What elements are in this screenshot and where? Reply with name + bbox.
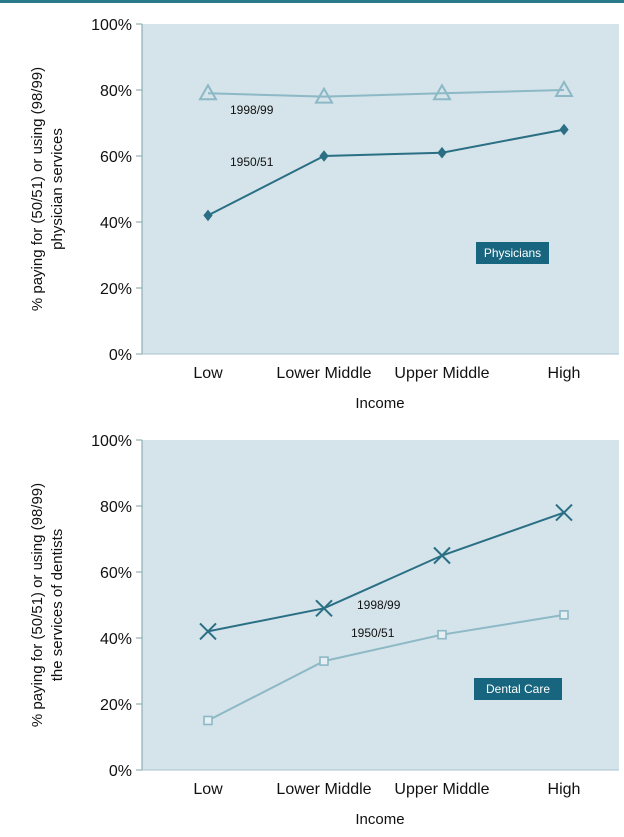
data-point-diamond (203, 209, 213, 222)
series-label: 1950/51 (230, 155, 274, 169)
y-tick-label: 40% (100, 215, 132, 232)
series-1950-51 (203, 610, 569, 726)
x-tick-label: Upper Middle (394, 781, 489, 798)
series-label: 1998/99 (230, 103, 274, 117)
data-point-diamond (437, 146, 447, 159)
data-point-x (199, 622, 217, 641)
y-tick-label: 60% (100, 565, 132, 582)
plot-area (142, 24, 619, 354)
chart-badge (474, 678, 562, 700)
series-1950-51 (203, 123, 569, 222)
x-tick-label: High (548, 365, 581, 382)
data-point-x-stroke-b (315, 599, 333, 618)
y-tick-label: 80% (100, 499, 132, 516)
data-point-square (203, 715, 213, 726)
series-line (207, 89, 565, 98)
x-tick-label: Lower Middle (276, 781, 371, 798)
data-point-x (555, 503, 573, 522)
y-tick-label: 80% (100, 83, 132, 100)
data-point-triangle (432, 83, 452, 101)
y-tick-label: 0% (109, 347, 132, 364)
data-point-square (319, 656, 329, 666)
plot-area (142, 440, 619, 770)
data-point-square (559, 610, 569, 620)
y-axis-title-line1: % paying for (50/51) or using (98/99) (29, 67, 46, 311)
x-tick-label: Low (193, 781, 223, 798)
y-tick-label: 0% (109, 763, 132, 780)
series-label: 1950/51 (351, 626, 395, 640)
x-tick-label: Low (193, 365, 223, 382)
physicians-chart-svg: 0% 20% 40% 60% 80% 100% Low Lower Middle Upper M… (29, 17, 619, 412)
data-point-x (433, 546, 451, 565)
data-point-x-stroke-b (433, 546, 451, 565)
x-tick-label: Lower Middle (276, 365, 371, 382)
series-line (207, 128, 565, 217)
data-point-triangle (198, 83, 218, 101)
series-line (207, 511, 565, 633)
dental-care-chart-svg: 0% 20% 40% 60% 80% 100% Low Lower Middle Upper M… (29, 433, 619, 828)
x-tick-label: High (548, 781, 581, 798)
dental-care-chart: 0% 20% 40% 60% 80% 100% Low Lower Middle Upper M… (0, 416, 624, 832)
y-tick-label: 20% (100, 281, 132, 298)
y-axis-title-line2: the services of dentists (49, 529, 66, 682)
y-tick-label: 100% (91, 17, 132, 34)
series-1998-99 (198, 79, 574, 104)
data-point-square (437, 629, 447, 640)
data-point-diamond (559, 123, 569, 136)
data-point-triangle (554, 79, 574, 97)
top-accent-bar (0, 0, 624, 3)
y-axis-title-line1: % paying for (50/51) or using (98/99) (29, 483, 46, 727)
chart-badge-label: Dental Care (486, 682, 550, 696)
chart-badge (476, 242, 549, 264)
series-1998-99 (199, 503, 573, 641)
data-point-x (315, 599, 333, 618)
y-tick-label: 60% (100, 149, 132, 166)
data-point-diamond (319, 150, 329, 162)
x-tick-label: Upper Middle (394, 365, 489, 382)
x-axis-title: Income (355, 395, 404, 412)
y-tick-label: 20% (100, 697, 132, 714)
y-tick-label: 100% (91, 433, 132, 450)
data-point-triangle (314, 86, 334, 104)
data-point-x-stroke-b (555, 503, 573, 522)
y-tick-label: 40% (100, 631, 132, 648)
data-point-x-stroke-b (199, 622, 217, 641)
series-line (207, 613, 565, 722)
x-axis-title: Income (355, 811, 404, 828)
y-axis-title-line2: physician services (49, 128, 66, 250)
series-label: 1998/99 (357, 598, 401, 612)
physicians-chart: 0% 20% 40% 60% 80% 100% Low Lower Middle Upper M… (0, 0, 624, 416)
chart-badge-label: Physicians (484, 246, 541, 260)
